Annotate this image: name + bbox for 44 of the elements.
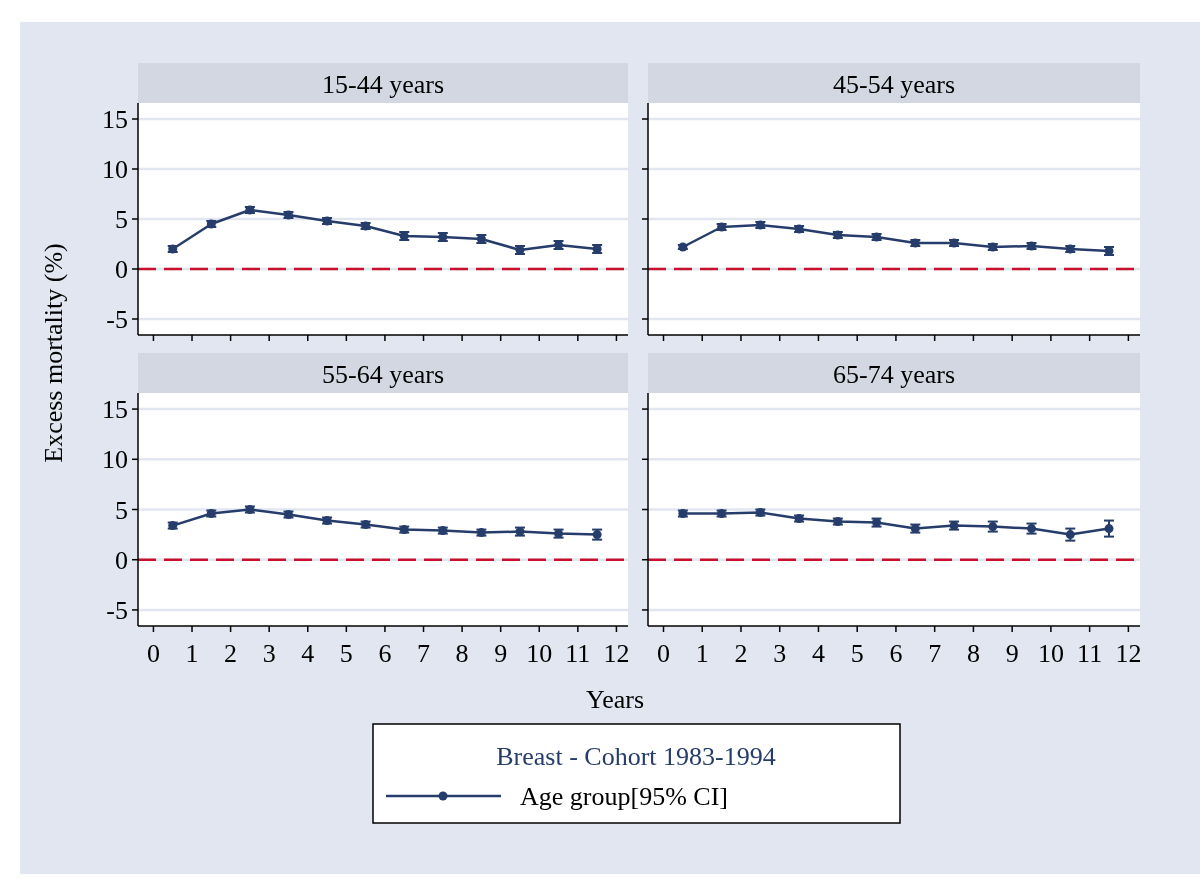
y-tick-label: 0 bbox=[115, 255, 128, 285]
chart-title: 15-44 years bbox=[321, 70, 445, 99]
x-tick-label: 11 bbox=[565, 639, 591, 668]
x-tick-label: 12 bbox=[1115, 639, 1142, 668]
legend-label: Age group[95% CI] bbox=[520, 782, 728, 812]
y-tick-label: 10 bbox=[102, 445, 128, 475]
chart-title: 55-64 years bbox=[321, 360, 445, 389]
x-tick-label: 4 bbox=[301, 639, 315, 668]
x-tick-label: 10 bbox=[526, 639, 553, 668]
x-tick-label: 0 bbox=[146, 639, 160, 668]
x-tick-label: 0 bbox=[657, 639, 670, 668]
x-tick-label: 5 bbox=[850, 639, 864, 668]
x-tick-label: 12 bbox=[603, 639, 630, 668]
y-tick-label: -5 bbox=[106, 305, 128, 335]
x-tick-label: 2 bbox=[224, 639, 238, 668]
x-tick-label: 6 bbox=[889, 639, 903, 668]
y-tick-label: -5 bbox=[106, 596, 128, 626]
y-tick-label: 5 bbox=[115, 205, 128, 235]
chart-title: 65-74 years bbox=[832, 360, 956, 389]
x-tick-label: 5 bbox=[339, 639, 353, 668]
x-tick-label: 3 bbox=[773, 639, 787, 668]
x-tick-label: 7 bbox=[417, 639, 431, 668]
x-tick-label: 9 bbox=[494, 639, 508, 668]
x-tick-label: 8 bbox=[966, 639, 980, 668]
y-tick-label: 5 bbox=[115, 495, 128, 525]
x-tick-label: 6 bbox=[378, 639, 392, 668]
x-tick-label: 10 bbox=[1037, 639, 1064, 668]
x-axis-title: Years bbox=[585, 685, 645, 714]
x-tick-label: 2 bbox=[734, 639, 748, 668]
x-tick-label: 7 bbox=[928, 639, 942, 668]
y-tick-label: 15 bbox=[102, 105, 128, 135]
x-tick-label: 11 bbox=[1077, 639, 1103, 668]
legend-title: Breast - Cohort 1983-1994 bbox=[496, 742, 776, 771]
x-tick-label: 3 bbox=[262, 639, 276, 668]
y-tick-label: 10 bbox=[102, 155, 128, 185]
x-tick-label: 4 bbox=[811, 639, 825, 668]
y-tick-label: 15 bbox=[102, 395, 128, 425]
x-tick-label: 8 bbox=[455, 639, 469, 668]
x-tick-label: 1 bbox=[695, 639, 709, 668]
x-tick-label: 1 bbox=[185, 639, 199, 668]
y-axis-title: Excess mortality (%) bbox=[39, 243, 68, 463]
y-tick-label: 0 bbox=[115, 545, 128, 575]
x-tick-label: 9 bbox=[1005, 639, 1019, 668]
chart-title: 45-54 years bbox=[832, 70, 956, 99]
